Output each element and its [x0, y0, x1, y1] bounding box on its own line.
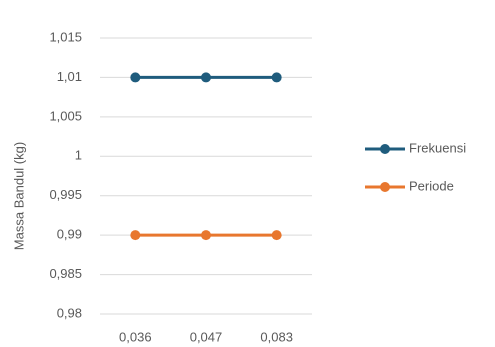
x-tick-label: 0,036 — [119, 329, 152, 344]
point — [130, 72, 141, 83]
legend-marker — [380, 144, 390, 154]
x-tick-label: 0,083 — [260, 329, 293, 344]
y-tick-label: 1,015 — [49, 29, 82, 44]
y-tick-label: 0,995 — [49, 187, 82, 202]
y-tick-label: 0,985 — [49, 266, 82, 281]
legend-marker — [380, 182, 390, 192]
y-tick-label: 1,005 — [49, 108, 82, 123]
legend-label: Periode — [409, 178, 454, 193]
point — [130, 230, 141, 241]
point — [271, 230, 282, 241]
point — [201, 230, 211, 241]
y-tick-label: 1,01 — [57, 69, 82, 84]
x-tick-label: 0,047 — [190, 329, 223, 344]
y-tick-label: 0,99 — [57, 227, 82, 242]
y-axis-title: Massa Bandul (kg) — [11, 142, 26, 250]
point — [271, 72, 282, 83]
y-tick-label: 0,98 — [57, 305, 82, 320]
y-tick-label: 1 — [75, 148, 82, 163]
legend-label: Frekuensi — [409, 140, 466, 155]
point — [201, 72, 211, 83]
